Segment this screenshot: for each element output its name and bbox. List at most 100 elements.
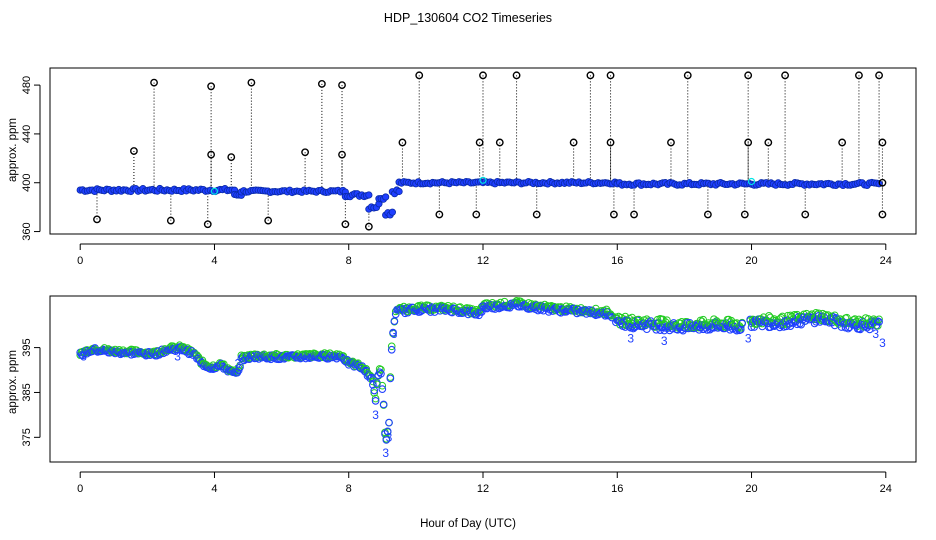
bottom-green-point xyxy=(387,342,396,351)
bottom-blue-point xyxy=(370,386,379,395)
bottom-blue-point xyxy=(378,385,387,393)
bottom-blue-point xyxy=(382,436,391,444)
top-spike-point xyxy=(495,138,504,147)
x-axis-title: Hour of Day (UTC) xyxy=(420,518,516,530)
top-panel-plot xyxy=(76,71,887,231)
top-spike-point xyxy=(606,138,615,147)
top-spike-point xyxy=(203,220,212,229)
top-spike-point xyxy=(475,138,484,147)
top-spike-point xyxy=(301,148,310,157)
bottom-blue-point xyxy=(236,363,244,372)
top-panel-frame xyxy=(49,67,917,235)
bottom-blue-point xyxy=(385,418,393,427)
top-spike-point xyxy=(415,71,424,80)
bottom-x-tick-label: 16 xyxy=(611,483,623,495)
top-spike-point xyxy=(247,78,256,87)
top-spike-point xyxy=(264,216,273,225)
top-spike-point xyxy=(683,71,692,80)
top-cyan-marker xyxy=(747,177,756,186)
bottom-green-point xyxy=(370,389,379,397)
top-series-point xyxy=(388,208,396,216)
top-spike-point xyxy=(207,82,216,91)
top-spike-point xyxy=(338,150,346,159)
bottom-outlier-label: 3 xyxy=(480,300,487,314)
top-spike-point xyxy=(569,138,578,147)
top-spike-point xyxy=(398,138,407,147)
bottom-blue-point xyxy=(506,303,514,312)
top-spike-point xyxy=(606,71,615,80)
bottom-green-point xyxy=(371,394,380,403)
bottom-blue-point xyxy=(377,369,385,378)
bottom-blue-point xyxy=(738,319,746,328)
top-spike-point xyxy=(586,71,595,80)
top-spike-point xyxy=(479,71,487,80)
bottom-panel-frame xyxy=(49,295,917,463)
top-spike-point xyxy=(338,81,346,89)
bottom-panel-y-axis-title: approx. ppm xyxy=(7,350,19,414)
bottom-outlier-label: 3 xyxy=(879,336,886,350)
top-spike-point xyxy=(878,178,887,187)
top-y-tick-label: 400 xyxy=(21,174,33,192)
bottom-green-point xyxy=(377,365,385,374)
bottom-y-tick-label: 395 xyxy=(21,338,33,356)
top-spike-point xyxy=(801,210,810,219)
top-y-tick-label: 360 xyxy=(21,222,33,240)
top-spike-point xyxy=(532,210,541,219)
bottom-x-tick-label: 24 xyxy=(880,483,892,495)
bottom-y-tick-label: 385 xyxy=(21,383,33,401)
top-x-tick-label: 16 xyxy=(611,255,623,267)
bottom-blue-point xyxy=(183,345,192,354)
bottom-outlier-label: 3 xyxy=(386,430,393,444)
bottom-x-tick-label: 20 xyxy=(745,483,757,495)
top-series-point xyxy=(365,191,373,199)
bottom-green-point xyxy=(378,381,387,390)
bottom-green-point xyxy=(659,315,667,324)
bottom-outlier-label: 3 xyxy=(872,327,879,341)
bottom-x-tick-label: 4 xyxy=(211,483,217,495)
bottom-green-point xyxy=(875,315,883,324)
bottom-x-tick-label: 8 xyxy=(346,483,352,495)
bottom-y-tick-label: 375 xyxy=(21,428,33,446)
top-cyan-marker xyxy=(479,176,487,184)
top-spike-point xyxy=(630,210,638,219)
figure-title: HDP_130604 CO2 Timeseries xyxy=(384,11,552,25)
bottom-x-tick-label: 12 xyxy=(477,483,489,495)
top-spike-point xyxy=(472,210,481,219)
bottom-outlier-label: 3 xyxy=(627,332,634,346)
bottom-blue-point xyxy=(379,400,388,409)
top-spike-point xyxy=(838,138,847,147)
top-spike-point xyxy=(764,138,773,147)
top-spike-point xyxy=(130,147,138,155)
bottom-blue-point xyxy=(389,328,397,337)
bottom-blue-point xyxy=(387,345,396,354)
bottom-blue-point xyxy=(371,397,380,405)
bottom-outlier-label: 3 xyxy=(382,446,389,460)
bottom-blue-point xyxy=(383,427,392,436)
top-x-tick-label: 12 xyxy=(477,255,489,267)
top-panel-y-axis-title: approx. ppm xyxy=(7,118,19,182)
bottom-outlier-label: 3 xyxy=(745,332,752,346)
top-spike-point xyxy=(207,150,216,159)
top-spike-point xyxy=(744,71,753,80)
top-x-tick-label: 8 xyxy=(346,255,352,267)
top-spike-point xyxy=(667,138,675,147)
bottom-outlier-label: 3 xyxy=(391,327,398,341)
top-spike-point xyxy=(875,71,883,80)
bottom-outlier-label: 3 xyxy=(661,334,668,348)
bottom-panel-x-axis: 0 4 8 12 16 20 24 xyxy=(77,471,892,495)
top-spike-point xyxy=(744,138,753,147)
bottom-blue-point xyxy=(206,365,215,373)
top-series-point xyxy=(382,193,390,201)
top-spike-point xyxy=(341,220,350,229)
top-spike-point xyxy=(364,222,373,231)
top-spike-point xyxy=(781,71,789,80)
bottom-outlier-label: 3 xyxy=(174,350,181,364)
top-spike-point xyxy=(610,210,618,219)
bottom-panel-y-axis: 375 385 395 xyxy=(21,338,41,447)
top-spike-point xyxy=(855,71,863,80)
top-x-tick-label: 20 xyxy=(745,255,757,267)
top-spike-point xyxy=(703,210,712,219)
bottom-green-point xyxy=(765,311,773,320)
